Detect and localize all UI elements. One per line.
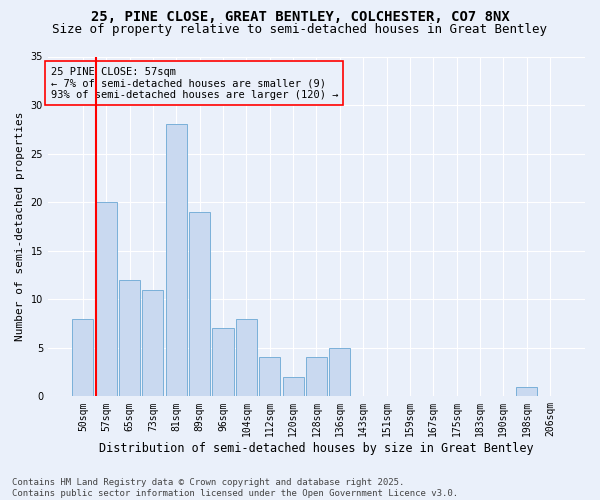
Bar [516, 386, 537, 396]
Text: 25, PINE CLOSE, GREAT BENTLEY, COLCHESTER, CO7 8NX: 25, PINE CLOSE, GREAT BENTLEY, COLCHESTE… [91, 10, 509, 24]
Bar [73, 318, 94, 396]
Text: Contains HM Land Registry data © Crown copyright and database right 2025.
Contai: Contains HM Land Registry data © Crown c… [12, 478, 458, 498]
Bar [166, 124, 187, 396]
Bar [236, 318, 257, 396]
Bar [283, 377, 304, 396]
Bar [119, 280, 140, 396]
Bar [212, 328, 233, 396]
Text: 25 PINE CLOSE: 57sqm
← 7% of semi-detached houses are smaller (9)
93% of semi-de: 25 PINE CLOSE: 57sqm ← 7% of semi-detach… [50, 66, 338, 100]
Bar [329, 348, 350, 397]
Bar [189, 212, 210, 396]
Text: Size of property relative to semi-detached houses in Great Bentley: Size of property relative to semi-detach… [53, 22, 548, 36]
Bar [259, 358, 280, 397]
Bar [142, 290, 163, 397]
Bar [306, 358, 327, 397]
Bar [95, 202, 117, 396]
X-axis label: Distribution of semi-detached houses by size in Great Bentley: Distribution of semi-detached houses by … [99, 442, 534, 455]
Y-axis label: Number of semi-detached properties: Number of semi-detached properties [15, 112, 25, 341]
